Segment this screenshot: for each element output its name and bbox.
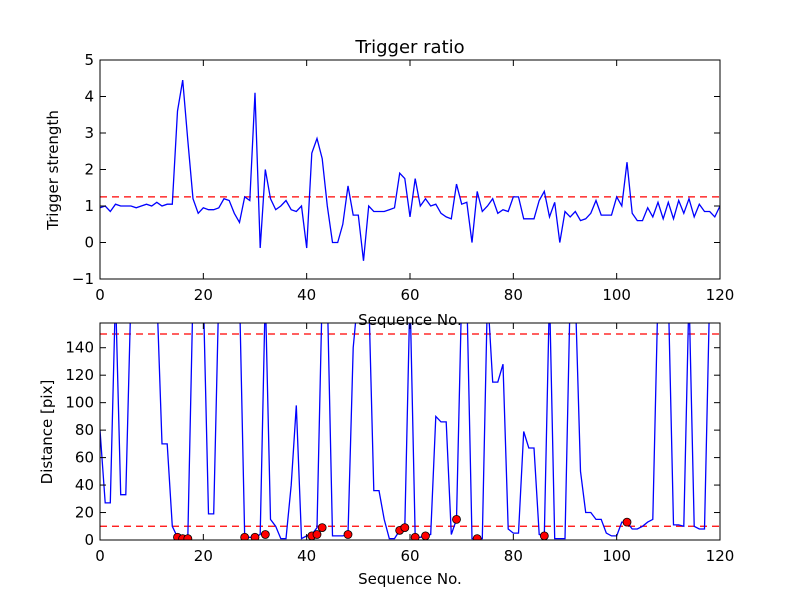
bottom-y-tick-label: 120: [65, 366, 94, 384]
bottom-marker-point: [472, 534, 482, 540]
top-y-tick-label: 5: [84, 51, 94, 69]
bottom-y-tick-label: 80: [75, 421, 94, 439]
bottom-threshold-lines: [100, 333, 720, 527]
bottom-y-tick-label: 60: [75, 449, 94, 467]
top-x-tick-label: 60: [400, 286, 419, 304]
top-x-tick-label: 40: [297, 286, 316, 304]
top-chart-title: Trigger ratio: [354, 37, 464, 58]
top-y-tick-label: 1: [84, 197, 94, 215]
bottom-marker-point: [539, 531, 549, 540]
bottom-marker-point: [400, 523, 410, 533]
bottom-x-tick-label: 60: [400, 547, 419, 565]
top-x-ticks: 0 20 40 60 80 100 120: [95, 60, 734, 304]
bottom-y-tick-label: 20: [75, 504, 94, 522]
top-y-tick-label: 2: [84, 161, 94, 179]
bottom-marker-point: [421, 531, 430, 540]
top-x-tick-label: 120: [706, 286, 735, 304]
top-y-tick-label: 4: [84, 88, 94, 106]
bottom-x-axis-label: Sequence No.: [358, 570, 462, 588]
bottom-x-tick-label: 120: [706, 547, 735, 565]
bottom-x-tick-label: 20: [194, 547, 213, 565]
bottom-marker-point: [317, 523, 327, 533]
top-y-tick-label: 0: [84, 234, 94, 252]
bottom-y-axis-label: Distance [pix]: [38, 380, 56, 485]
top-x-tick-label: 100: [602, 286, 631, 304]
bottom-marker-point: [260, 530, 270, 539]
bottom-chart: 0 20 40 60 80 100 120 0 20 40 60 80 100 120 140 Seque…: [38, 322, 734, 588]
bottom-marker-point: [250, 532, 260, 540]
top-series-line: [100, 79, 720, 261]
top-y-tick-label: 3: [84, 124, 94, 142]
top-x-tick-label: 0: [95, 286, 105, 304]
top-y-ticks: −1 0 1 2 3 4 5: [72, 51, 720, 288]
bottom-y-tick-label: 0: [84, 531, 94, 549]
bottom-marker-point: [312, 530, 322, 539]
bottom-marker-point: [410, 532, 420, 540]
bottom-x-tick-label: 0: [95, 547, 105, 565]
bottom-x-tick-label: 80: [504, 547, 523, 565]
bottom-marker-point: [343, 530, 353, 539]
top-y-axis-label: Trigger strength: [44, 110, 62, 231]
bottom-marker-point: [240, 532, 250, 540]
bottom-y-tick-label: 40: [75, 476, 94, 494]
bottom-marker-point: [183, 534, 193, 540]
top-x-axis-label: Sequence No.: [358, 311, 462, 329]
bottom-x-tick-label: 100: [602, 547, 631, 565]
top-x-tick-label: 80: [504, 286, 523, 304]
bottom-markers: [173, 514, 632, 540]
bottom-x-ticks: 0 20 40 60 80 100 120: [95, 323, 734, 565]
bottom-marker-point: [452, 514, 461, 524]
bottom-y-tick-label: 100: [65, 394, 94, 412]
bottom-y-ticks: 0 20 40 60 80 100 120 140: [65, 339, 720, 549]
bottom-y-tick-label: 140: [65, 339, 94, 357]
top-x-tick-label: 20: [194, 286, 213, 304]
bottom-marker-point: [622, 517, 632, 527]
top-y-tick-label: −1: [72, 270, 94, 288]
bottom-x-tick-label: 40: [297, 547, 316, 565]
